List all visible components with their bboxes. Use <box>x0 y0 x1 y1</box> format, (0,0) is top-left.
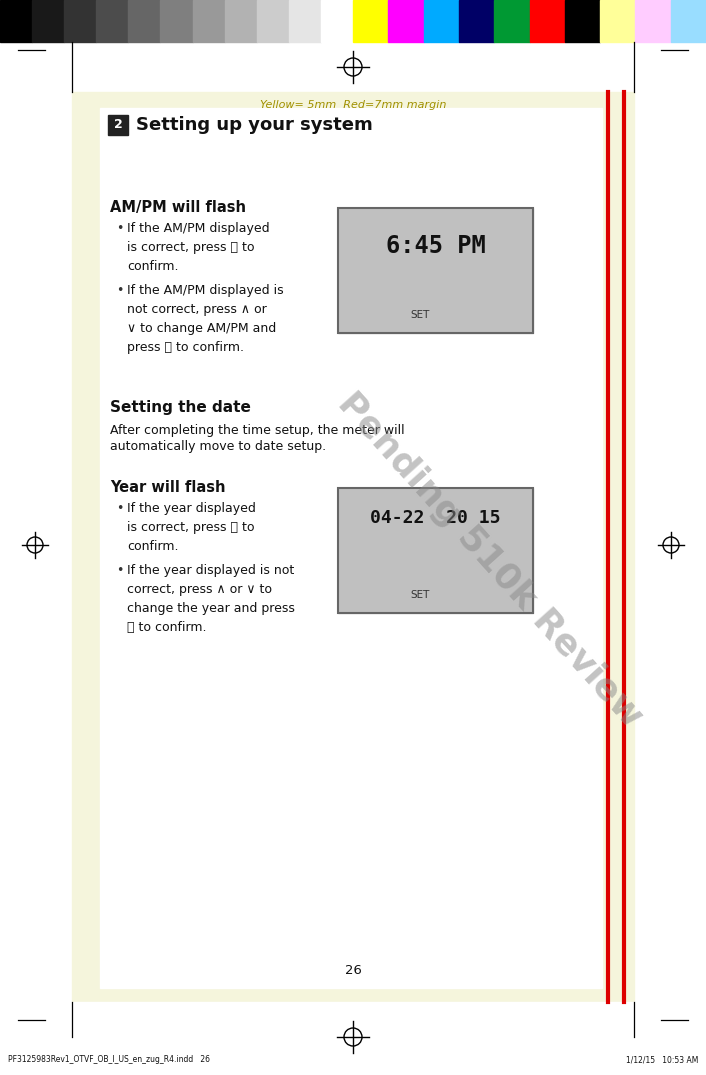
Bar <box>225 0 257 42</box>
Text: automatically move to date setup.: automatically move to date setup. <box>110 440 326 453</box>
Bar <box>424 0 459 42</box>
Bar <box>0 0 32 42</box>
Bar <box>635 0 671 42</box>
Bar <box>459 0 494 42</box>
Text: After completing the time setup, the meter will: After completing the time setup, the met… <box>110 424 405 438</box>
Text: Setting up your system: Setting up your system <box>136 116 373 134</box>
Text: Pending 510k Review: Pending 510k Review <box>331 386 649 734</box>
Text: If the AM/PM displayed
is correct, press ⓞ to
confirm.: If the AM/PM displayed is correct, press… <box>127 223 270 273</box>
Bar <box>0 42 706 92</box>
Text: 04-22  20 15: 04-22 20 15 <box>370 508 501 527</box>
Text: •: • <box>116 564 124 577</box>
Text: 2: 2 <box>114 118 122 131</box>
Bar <box>565 0 600 42</box>
Bar <box>128 0 160 42</box>
Bar <box>388 0 424 42</box>
Text: SET: SET <box>411 310 430 320</box>
Text: If the AM/PM displayed is
not correct, press ∧ or
∨ to change AM/PM and
press ⓞ : If the AM/PM displayed is not correct, p… <box>127 284 284 354</box>
Bar <box>108 115 128 135</box>
Bar <box>100 108 602 988</box>
Bar <box>64 0 96 42</box>
Bar <box>338 488 533 613</box>
Bar <box>32 0 64 42</box>
Bar <box>671 0 706 42</box>
Text: If the year displayed
is correct, press ⓞ to
confirm.: If the year displayed is correct, press … <box>127 502 256 553</box>
Text: SET: SET <box>411 590 430 600</box>
Bar <box>160 0 193 42</box>
Bar <box>321 0 353 42</box>
Bar <box>353 0 388 42</box>
Bar <box>96 0 128 42</box>
Text: 1/12/15   10:53 AM: 1/12/15 10:53 AM <box>626 1056 698 1064</box>
Text: 26: 26 <box>345 963 361 976</box>
Text: AM/PM will flash: AM/PM will flash <box>110 200 246 215</box>
Text: •: • <box>116 223 124 235</box>
Bar <box>530 0 565 42</box>
Bar <box>72 92 634 1002</box>
Text: •: • <box>116 284 124 297</box>
Text: If the year displayed is not
correct, press ∧ or ∨ to
change the year and press
: If the year displayed is not correct, pr… <box>127 564 295 634</box>
Bar <box>600 0 635 42</box>
Bar <box>0 1002 706 1075</box>
Text: Setting the date: Setting the date <box>110 400 251 415</box>
Bar <box>338 488 533 613</box>
Bar <box>257 0 289 42</box>
Text: PF3125983Rev1_OTVF_OB_I_US_en_zug_R4.indd   26: PF3125983Rev1_OTVF_OB_I_US_en_zug_R4.ind… <box>8 1056 210 1064</box>
Bar <box>338 207 533 333</box>
Bar <box>494 0 530 42</box>
Bar <box>193 0 225 42</box>
Bar <box>338 207 533 333</box>
Bar <box>289 0 321 42</box>
Text: •: • <box>116 502 124 515</box>
Text: Yellow= 5mm  Red=7mm margin: Yellow= 5mm Red=7mm margin <box>260 100 446 110</box>
Text: Year will flash: Year will flash <box>110 481 225 495</box>
Text: 6:45 PM: 6:45 PM <box>385 234 486 258</box>
